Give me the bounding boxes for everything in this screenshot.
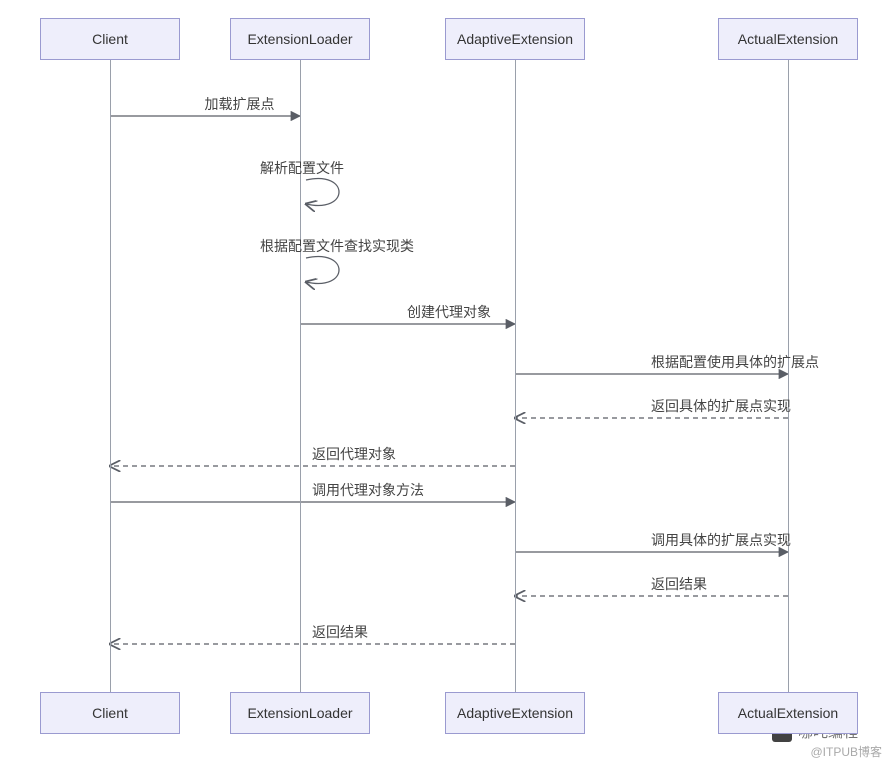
message-label: 调用具体的扩展点实现	[651, 530, 652, 550]
participant-actual-top: ActualExtension	[718, 18, 858, 60]
message-label: 返回代理对象	[312, 444, 313, 464]
participant-label: ExtensionLoader	[247, 31, 352, 47]
message-label: 返回结果	[651, 574, 652, 594]
self-message-arrow	[306, 179, 339, 206]
participant-loader-bottom: ExtensionLoader	[230, 692, 370, 734]
participant-label: Client	[92, 705, 128, 721]
message-label: 创建代理对象	[407, 302, 408, 322]
arrows-layer	[0, 0, 890, 766]
participant-label: Client	[92, 31, 128, 47]
message-label: 返回具体的扩展点实现	[651, 396, 652, 416]
participant-actual-bottom: ActualExtension	[718, 692, 858, 734]
lifeline-loader	[300, 60, 301, 692]
message-label: 调用代理对象方法	[312, 480, 313, 500]
lifeline-actual	[788, 60, 789, 692]
sequence-diagram-canvas: 哪吒编程 @ITPUB博客 ClientClientExtensionLoade…	[0, 0, 890, 766]
lifeline-client	[110, 60, 111, 692]
lifeline-adaptive	[515, 60, 516, 692]
message-label: 根据配置使用具体的扩展点	[651, 352, 652, 372]
message-label: 返回结果	[312, 622, 313, 642]
participant-label: AdaptiveExtension	[457, 31, 573, 47]
message-label: 根据配置文件查找实现类	[260, 236, 414, 256]
participant-label: ExtensionLoader	[247, 705, 352, 721]
participant-client-top: Client	[40, 18, 180, 60]
participant-client-bottom: Client	[40, 692, 180, 734]
self-message-arrow	[306, 257, 339, 284]
message-label: 解析配置文件	[260, 158, 344, 178]
participant-loader-top: ExtensionLoader	[230, 18, 370, 60]
participant-label: ActualExtension	[738, 31, 838, 47]
participant-adaptive-top: AdaptiveExtension	[445, 18, 585, 60]
participant-adaptive-bottom: AdaptiveExtension	[445, 692, 585, 734]
participant-label: ActualExtension	[738, 705, 838, 721]
watermark-sub: @ITPUB博客	[810, 743, 882, 760]
message-label: 加载扩展点	[205, 94, 206, 114]
participant-label: AdaptiveExtension	[457, 705, 573, 721]
